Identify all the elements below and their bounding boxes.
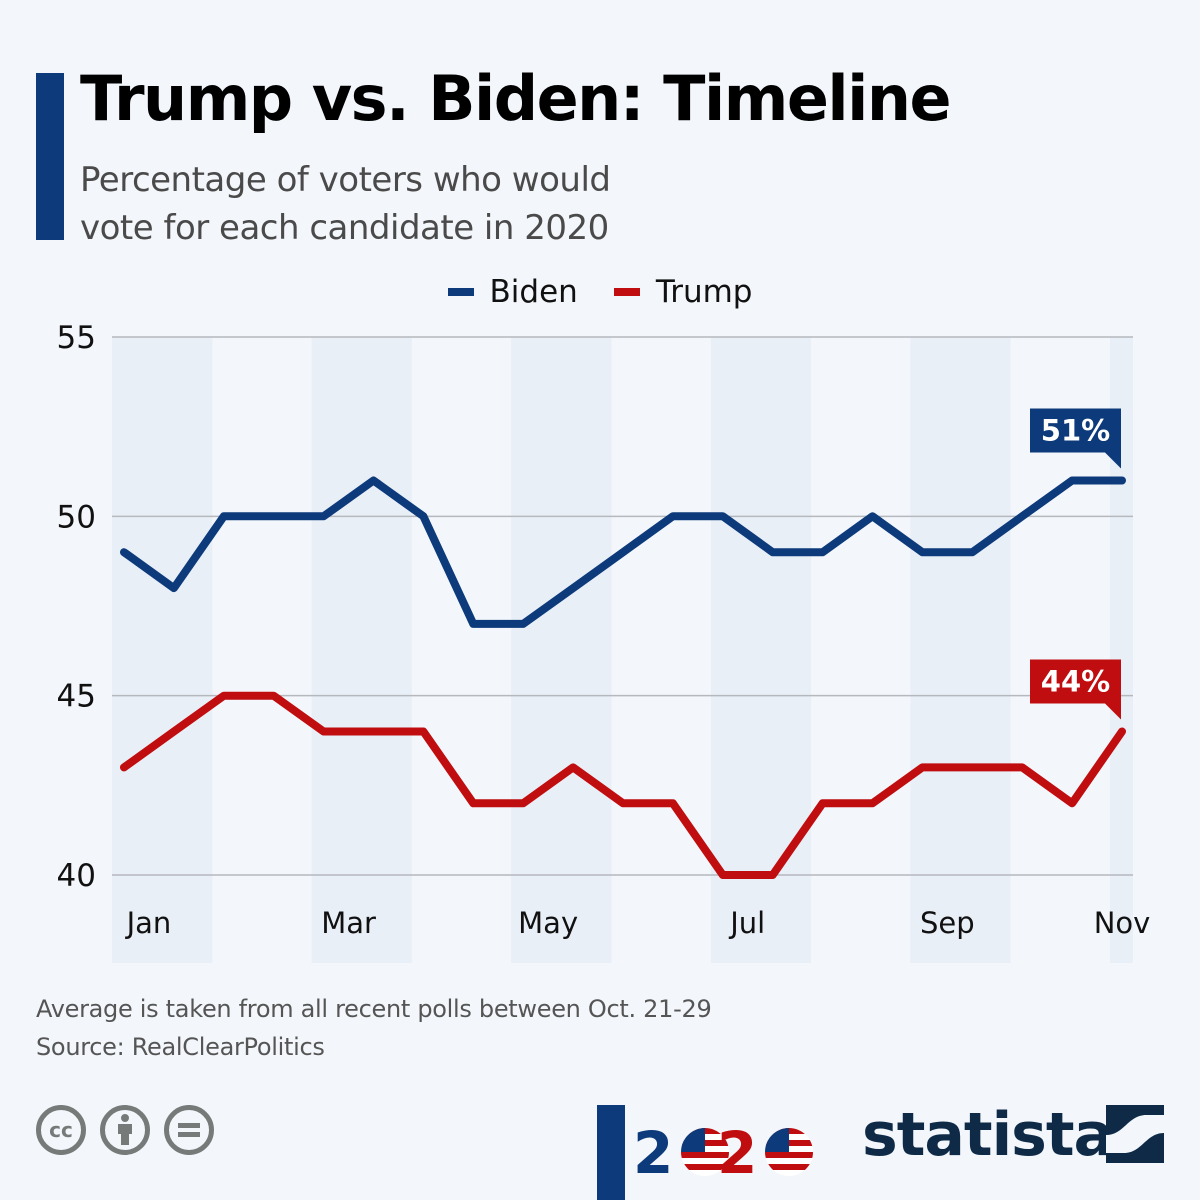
- y-axis-labels: 55 50 45 40: [57, 320, 96, 894]
- end-label-trump: 44%: [1030, 659, 1121, 720]
- subtitle-line-1: Percentage of voters who would: [80, 160, 611, 200]
- y-tick-label: 45: [57, 679, 96, 715]
- end-label-biden: 51%: [1030, 408, 1121, 469]
- chart-title: Trump vs. Biden: Timeline: [80, 62, 952, 135]
- x-tick-label: Nov: [1094, 906, 1151, 940]
- no-derivatives-icon[interactable]: [164, 1105, 214, 1155]
- y-tick-label: 40: [57, 858, 96, 894]
- month-band: [311, 337, 412, 963]
- end-label-text: 44%: [1041, 665, 1110, 699]
- chart-subtitle: Percentage of voters who would vote for …: [80, 156, 720, 252]
- month-band: [1110, 337, 1133, 963]
- legend-label-trump: Trump: [655, 274, 753, 310]
- statista-logo-icon[interactable]: [1106, 1105, 1164, 1163]
- legend-label-biden: Biden: [489, 274, 578, 310]
- month-band: [112, 337, 213, 963]
- month-bands: [112, 337, 1133, 963]
- line-chart: 55 50 45 40 Jan Mar May Jul Sep Nov 51% 44%: [56, 320, 1151, 963]
- legend-item-trump: Trump: [613, 274, 753, 310]
- end-label-text: 51%: [1041, 413, 1110, 447]
- end-label-box: [1030, 659, 1121, 720]
- footnote-note: Average is taken from all recent polls b…: [36, 995, 712, 1023]
- digit-2-blue: 2: [633, 1119, 673, 1187]
- digit-2-red: 2: [717, 1119, 757, 1187]
- x-axis-labels: Jan Mar May Jul Sep Nov: [125, 906, 1151, 940]
- logo-accent-bar: [597, 1105, 625, 1200]
- legend-item-biden: Biden: [447, 274, 578, 310]
- title-accent-bar: [36, 73, 64, 240]
- series-line-trump: [120, 691, 1126, 879]
- y-tick-label: 50: [57, 499, 96, 535]
- attribution-icon[interactable]: [100, 1105, 150, 1155]
- end-label-box: [1030, 408, 1121, 469]
- subtitle-line-2: vote for each candidate in 2020: [80, 208, 609, 248]
- y-tick-label: 55: [57, 320, 96, 356]
- flag-circle-icon-1: [681, 1128, 729, 1176]
- cc-icon[interactable]: cc: [36, 1105, 86, 1155]
- x-tick-label: Sep: [920, 906, 975, 940]
- x-tick-label: May: [518, 906, 578, 940]
- x-tick-label: Jan: [125, 906, 172, 940]
- x-tick-label: Mar: [321, 906, 376, 940]
- month-band: [710, 337, 812, 963]
- month-band: [511, 337, 612, 963]
- x-tick-label: Jul: [728, 906, 765, 940]
- series-line-biden: [120, 476, 1126, 628]
- month-band: [910, 337, 1011, 963]
- footnote-source: Source: RealClearPolitics: [36, 1033, 325, 1061]
- series-lines: [120, 476, 1126, 879]
- statista-logo-text[interactable]: statista: [862, 1100, 1114, 1170]
- legend: Biden Trump: [0, 274, 1200, 310]
- legend-swatch-trump: [613, 288, 640, 296]
- cc-label: cc: [49, 1118, 73, 1142]
- footnote: Average is taken from all recent polls b…: [36, 990, 712, 1066]
- flag-circle-icon-2: [765, 1128, 813, 1176]
- end-labels: 51% 44%: [1030, 408, 1121, 720]
- year-2020-mark: 2 2: [633, 1119, 813, 1187]
- license-icons: cc: [36, 1105, 214, 1155]
- legend-swatch-biden: [447, 288, 474, 296]
